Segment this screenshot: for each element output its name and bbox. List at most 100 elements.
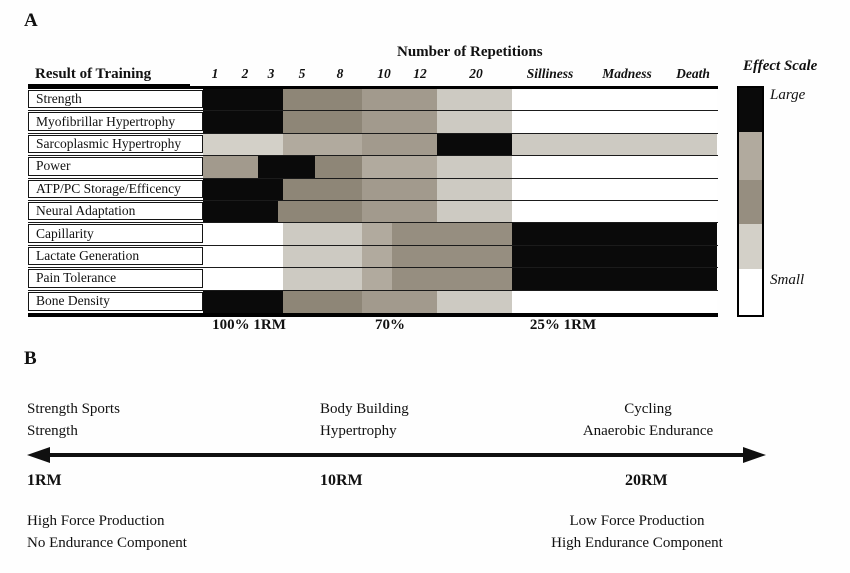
heat-cell (512, 156, 717, 178)
column-headers: 1 2 3 5 8 10 12 20 Silliness Madness Death (0, 66, 850, 85)
table-row: ATP/PC Storage/Efficency (28, 178, 718, 201)
heatmap-body: Strength Myofibrillar Hypertrophy Sarcopla… (28, 89, 718, 313)
table-top-rule (28, 86, 718, 89)
heat-cell (283, 89, 362, 111)
b-sport-label: Body Building Hypertrophy (320, 398, 409, 442)
row-label: Myofibrillar Hypertrophy (36, 113, 176, 129)
rm-label: 10RM (320, 472, 363, 489)
heat-cell (203, 245, 283, 268)
heat-cell (362, 200, 437, 223)
effect-scale-large-label: Large (770, 87, 806, 103)
load-annotations: 100% 1RM 70% 25% 1RM (0, 317, 850, 337)
heat-cell (258, 156, 315, 178)
effect-scale-bar (737, 86, 764, 317)
row-label: Sarcoplasmic Hypertrophy (36, 135, 182, 151)
b-sport-label: Strength Sports Strength (27, 398, 120, 442)
heat-cell (437, 111, 512, 133)
row-header-underline (28, 84, 190, 86)
row-label-box: Capillarity (28, 224, 203, 243)
panel-a-label: A (24, 10, 38, 31)
arrow-line (47, 453, 746, 457)
row-cells (203, 245, 717, 268)
heat-cell (362, 89, 437, 111)
table-row: Lactate Generation (28, 245, 718, 269)
heat-cell (278, 200, 362, 223)
effect-scale-segment (739, 132, 762, 180)
b-sport-line: Strength (27, 423, 78, 439)
row-label: Neural Adaptation (36, 203, 136, 219)
effect-scale-segment (739, 269, 762, 315)
heat-cell (512, 89, 717, 111)
heat-cell (512, 133, 717, 156)
column-header: 5 (298, 66, 306, 81)
heat-cell (512, 200, 717, 223)
heat-cell (283, 223, 362, 245)
table-bottom-rule (28, 313, 718, 317)
row-label: Bone Density (36, 293, 110, 309)
heat-cell (283, 268, 362, 290)
row-label: Lactate Generation (36, 247, 140, 263)
row-label: Capillarity (36, 225, 94, 241)
effect-scale-title: Effect Scale (743, 58, 818, 74)
row-label: Pain Tolerance (36, 270, 117, 286)
effect-scale-small-label: Small (770, 272, 805, 288)
heat-cell (362, 111, 437, 133)
heat-cell (283, 133, 362, 156)
effect-scale-segment (739, 224, 762, 269)
heat-cell (512, 268, 717, 290)
row-axis-header: Result of Training (35, 66, 152, 82)
heat-cell (203, 200, 278, 223)
table-row: Sarcoplasmic Hypertrophy (28, 133, 718, 157)
row-label: ATP/PC Storage/Efficency (36, 180, 181, 196)
table-row: Pain Tolerance (28, 268, 718, 291)
heat-cell (512, 223, 717, 245)
panel-b-label: B (24, 348, 37, 369)
row-label: Strength (36, 91, 82, 107)
row-label-box: Power (28, 157, 203, 176)
load-label: 70% (375, 317, 405, 333)
heat-cell (437, 178, 512, 200)
column-header: 20 (469, 66, 483, 81)
row-label: Power (36, 158, 71, 174)
heat-cell (283, 245, 362, 268)
heat-cell (437, 200, 512, 223)
column-header: 3 (267, 66, 275, 81)
row-cells (203, 290, 717, 313)
b-sport-line: Strength Sports (27, 401, 120, 417)
row-cells (203, 89, 717, 111)
table-row: Strength (28, 89, 718, 112)
arrowhead-left-icon (27, 447, 50, 463)
b-sport-line: Body Building (320, 401, 409, 417)
column-header: 12 (413, 66, 427, 81)
heat-cell (437, 156, 512, 178)
heat-cell (392, 245, 512, 268)
load-label: 100% 1RM (212, 317, 286, 333)
row-cells (203, 268, 717, 290)
row-label-box: ATP/PC Storage/Efficency (28, 179, 203, 198)
heat-cell (437, 290, 512, 313)
b-sport-line: Hypertrophy (320, 423, 397, 439)
heat-cell (203, 178, 283, 200)
effect-scale-segment (739, 180, 762, 224)
heat-cell (362, 156, 437, 178)
heat-cell (203, 223, 283, 245)
heat-cell (283, 178, 362, 200)
table-row: Capillarity (28, 223, 718, 246)
heat-cell (203, 111, 283, 133)
b-sport-line: Anaerobic Endurance (582, 423, 714, 439)
row-label-box: Lactate Generation (28, 246, 203, 266)
heat-cell (512, 178, 717, 200)
heat-cell (315, 156, 362, 178)
heat-cell (203, 133, 283, 156)
heat-cell (362, 268, 392, 290)
load-label: 25% 1RM (529, 317, 597, 333)
row-label-box: Bone Density (28, 291, 203, 311)
b-force-line: Low Force Production (569, 513, 705, 529)
b-force-label: Low Force Production High Endurance Compo… (551, 510, 723, 554)
row-label-box: Neural Adaptation (28, 201, 203, 221)
rm-label: 20RM (625, 472, 668, 489)
row-cells (203, 133, 717, 156)
row-cells (203, 223, 717, 245)
heat-cell (512, 111, 717, 133)
